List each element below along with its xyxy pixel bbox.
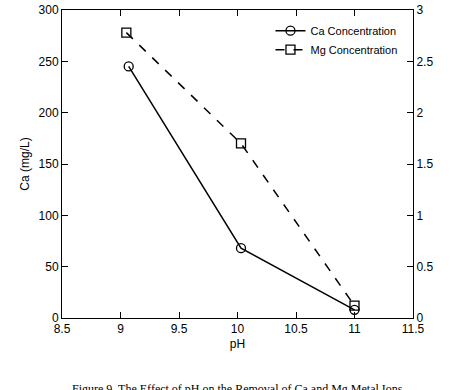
svg-text:Ca Concentration: Ca Concentration <box>310 25 396 37</box>
svg-text:11: 11 <box>348 322 361 336</box>
svg-text:250: 250 <box>39 55 59 69</box>
svg-text:pH: pH <box>230 337 245 351</box>
svg-text:9: 9 <box>117 322 124 336</box>
svg-text:150: 150 <box>39 157 59 171</box>
svg-text:10.5: 10.5 <box>284 322 308 336</box>
svg-text:3: 3 <box>416 3 423 17</box>
svg-text:200: 200 <box>39 106 59 120</box>
svg-text:8.5: 8.5 <box>54 322 71 336</box>
svg-text:2: 2 <box>416 106 423 120</box>
svg-text:0: 0 <box>416 311 423 325</box>
svg-text:11.5: 11.5 <box>402 322 425 336</box>
svg-text:100: 100 <box>39 209 59 223</box>
svg-text:0.5: 0.5 <box>416 260 433 274</box>
svg-text:Mg Concentration: Mg Concentration <box>310 44 397 56</box>
svg-text:10: 10 <box>231 322 245 336</box>
svg-text:9.5: 9.5 <box>171 322 188 336</box>
svg-text:50: 50 <box>45 260 59 274</box>
svg-text:1: 1 <box>416 209 423 223</box>
svg-text:2.5: 2.5 <box>416 55 433 69</box>
svg-text:0: 0 <box>52 311 59 325</box>
svg-text:Figure 9. The Effect of pH on: Figure 9. The Effect of pH on the Remova… <box>72 382 403 390</box>
svg-text:1.5: 1.5 <box>416 157 433 171</box>
svg-text:Ca (mg/L): Ca (mg/L) <box>18 137 32 190</box>
svg-text:300: 300 <box>39 3 59 17</box>
